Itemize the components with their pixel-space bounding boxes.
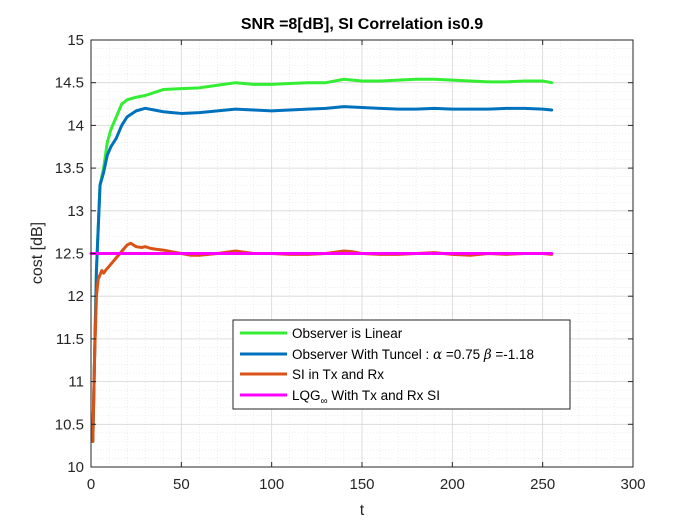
y-tick-label: 13.5 [55, 160, 84, 177]
y-tick-label: 14.5 [55, 75, 84, 92]
chart-title: SNR =8[dB], SI Correlation is0.9 [241, 16, 483, 33]
x-axis-label: t [360, 502, 365, 519]
legend-tuncel-prefix: Observer With Tuncel : [292, 347, 433, 362]
y-tick-label: 13 [67, 203, 84, 220]
x-tick-label: 100 [259, 476, 284, 493]
series-line-observer-tuncel [91, 105, 554, 443]
x-tick-label: 300 [620, 476, 645, 493]
legend-label-si-tx-rx: SI in Tx and Rx [292, 367, 384, 382]
y-tick-label: 12.5 [55, 246, 84, 263]
legend-beta-symbol: β [483, 347, 492, 363]
series-layer [89, 77, 554, 443]
legend-box [232, 319, 571, 410]
y-tick-label: 15 [67, 32, 84, 49]
y-tick-label: 10.5 [55, 416, 84, 433]
legend-label-lqg: LQG∞ With Tx and Rx SI [292, 388, 440, 407]
legend-lqg-subscript: ∞ [321, 396, 328, 407]
x-tick-label: 150 [349, 476, 374, 493]
legend-label-observer-tuncel: Observer With Tuncel : α =0.75 β =-1.18 [292, 347, 534, 363]
series-line-observer-linear [91, 77, 554, 443]
legend-label-observer-linear: Observer is Linear [292, 326, 403, 341]
y-tick-label: 10 [67, 459, 84, 476]
x-tick-label: 200 [440, 476, 465, 493]
legend-alpha-symbol: α [433, 347, 442, 363]
x-tick-labels: 0 50 100 150 200 250 300 [87, 476, 646, 493]
legend: Observer is Linear Observer With Tuncel … [232, 319, 571, 410]
x-tick-label: 0 [87, 476, 95, 493]
legend-lqg-prefix: LQG [292, 388, 321, 403]
tick-marks [90, 39, 634, 468]
y-axis-label: cost [dB] [29, 222, 46, 284]
legend-beta-value: =-1.18 [492, 347, 534, 362]
y-tick-label: 12 [67, 288, 84, 305]
y-tick-label: 11 [68, 374, 84, 391]
legend-alpha-value: =0.75 [442, 347, 484, 362]
y-tick-label: 14 [67, 117, 84, 134]
x-tick-label: 250 [530, 476, 555, 493]
legend-lqg-suffix: With Tx and Rx SI [328, 388, 440, 403]
y-tick-labels: 10 10.5 11 11.5 12 12.5 13 13.5 14 14.5 15 [55, 32, 84, 476]
y-tick-label: 11.5 [56, 331, 84, 348]
x-tick-label: 50 [173, 476, 190, 493]
